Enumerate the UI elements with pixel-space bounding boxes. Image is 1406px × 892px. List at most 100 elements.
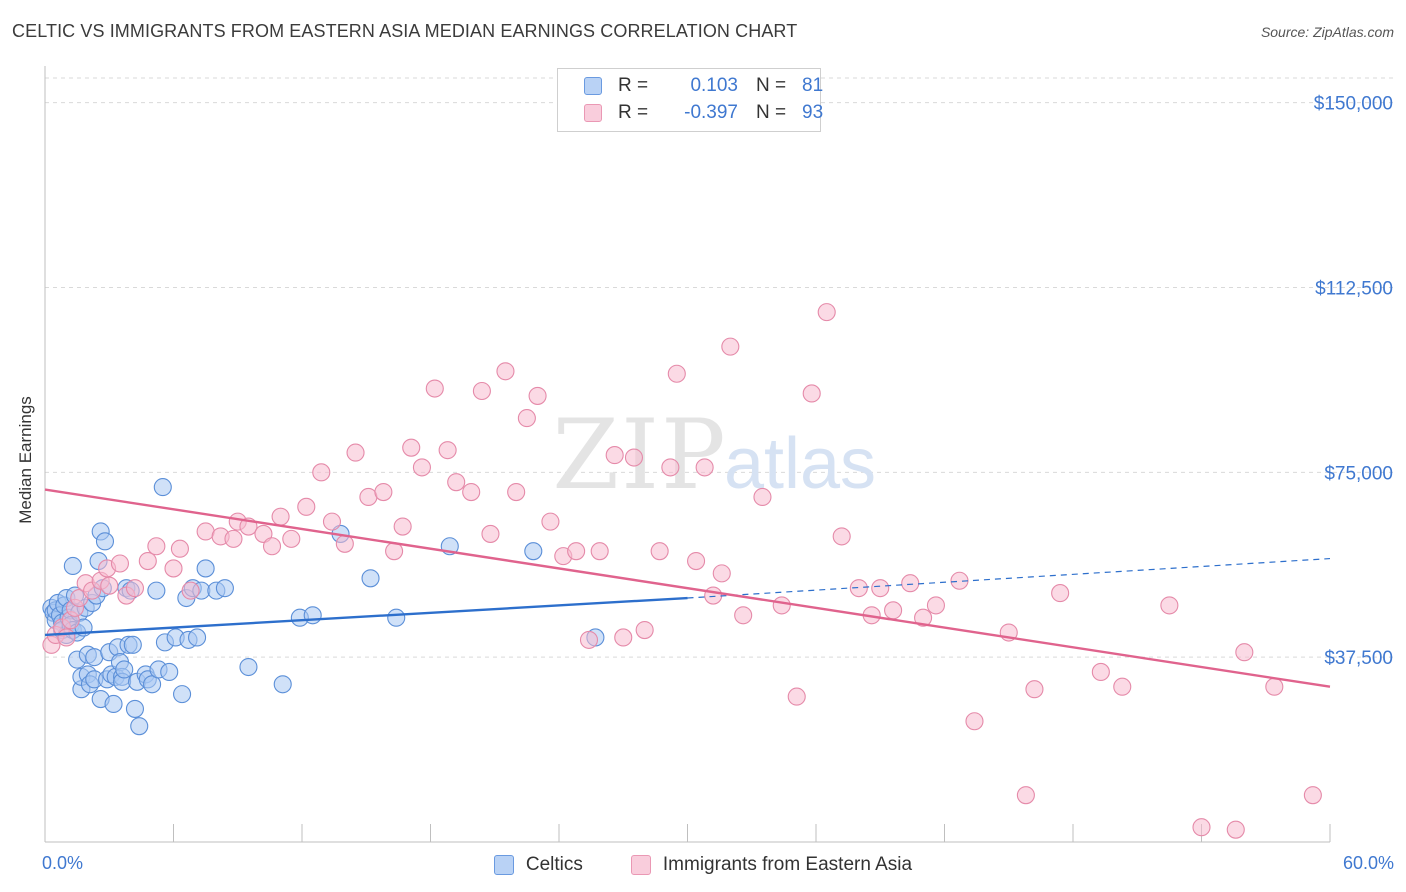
immigrants-point <box>901 574 920 593</box>
immigrants-point <box>393 517 412 536</box>
immigrants-point <box>1265 677 1284 696</box>
immigrants-point <box>734 606 753 625</box>
immigrants-point <box>322 512 342 531</box>
immigrants-point <box>753 487 772 507</box>
legend-swatch-pink <box>630 855 651 875</box>
immigrants-point <box>447 473 466 492</box>
immigrants-point <box>312 463 331 482</box>
x-axis-min-label: 0.0% <box>42 853 84 873</box>
immigrants-point <box>481 524 500 543</box>
immigrants-point <box>100 576 119 595</box>
celtics-point <box>147 581 166 600</box>
celtics-point <box>387 608 406 627</box>
immigrants-point <box>374 482 393 502</box>
immigrants-point <box>661 458 680 477</box>
immigrants-point <box>282 529 301 548</box>
immigrants-point <box>517 409 536 428</box>
immigrants-point <box>687 551 706 571</box>
immigrants-point <box>359 487 378 507</box>
legend-item-celtics[interactable]: Celtics <box>493 854 583 876</box>
immigrants-point <box>926 596 945 615</box>
immigrants-point <box>1025 680 1044 699</box>
immigrants-point <box>224 529 243 548</box>
immigrants-point <box>496 362 515 381</box>
celtics-point <box>115 660 134 679</box>
legend-n-value: 93 <box>802 102 824 123</box>
legend-n-label: N = <box>756 102 787 123</box>
immigrants-point <box>438 441 457 460</box>
source-note: Source: ZipAtlas.com <box>1260 24 1394 40</box>
immigrants-point <box>425 379 444 398</box>
legend-row-celtics: R = 0.103 N = 81 <box>584 74 823 98</box>
legend-n-label: N = <box>756 75 787 96</box>
legend-label-celtics: Celtics <box>525 854 583 875</box>
immigrants-point <box>147 537 166 556</box>
immigrants-point <box>346 443 365 462</box>
immigrants-point <box>817 303 836 322</box>
immigrants-point <box>1235 643 1254 662</box>
immigrants-point <box>704 586 723 605</box>
immigrants-point <box>1113 677 1132 696</box>
immigrants-point <box>1192 818 1211 837</box>
legend-swatch-blue <box>584 77 602 95</box>
celtics-point <box>123 635 142 654</box>
immigrants-point <box>110 554 130 573</box>
immigrants-point <box>1016 786 1035 805</box>
celtics-point <box>85 648 104 667</box>
celtics-trendline <box>44 596 688 637</box>
celtics-point <box>104 694 123 714</box>
immigrants-point <box>1226 820 1245 839</box>
immigrants-point <box>1051 584 1070 603</box>
immigrants-point <box>541 512 560 531</box>
legend-label-immigrants: Immigrants from Eastern Asia <box>662 854 913 875</box>
celtics-point <box>273 675 292 694</box>
series-legend: Celtics Immigrants from Eastern Asia <box>0 852 1406 878</box>
immigrants-point <box>472 381 491 401</box>
immigrants-point <box>1160 596 1179 615</box>
stats-legend: R = 0.103 N = 81 R = -0.397 N = 93 <box>557 68 824 132</box>
celtics-point <box>239 657 258 677</box>
immigrants-point <box>335 534 354 553</box>
immigrants-point <box>965 712 984 731</box>
immigrants-point <box>1303 786 1322 805</box>
watermark-atlas: atlas <box>724 424 876 504</box>
immigrants-point <box>624 448 644 467</box>
immigrants-trendline <box>44 488 1331 688</box>
immigrants-point <box>712 564 731 583</box>
immigrants-point <box>262 537 282 556</box>
legend-item-immigrants[interactable]: Immigrants from Eastern Asia <box>630 854 913 876</box>
immigrants-point <box>254 524 273 543</box>
celtics-point <box>130 717 149 736</box>
immigrants-point <box>614 628 633 647</box>
immigrants-point <box>884 601 903 620</box>
legend-r-value: 0.103 <box>690 75 738 96</box>
immigrants-point <box>802 384 821 403</box>
immigrants-point <box>125 579 144 598</box>
immigrants-point <box>528 386 547 405</box>
chart-title: CELTIC VS IMMIGRANTS FROM EASTERN ASIA M… <box>12 21 798 41</box>
legend-swatch-pink <box>584 104 602 122</box>
celtics-point <box>63 556 82 576</box>
immigrants-point <box>695 458 714 477</box>
immigrants-point <box>462 482 481 502</box>
y-tick-label: $150,000 <box>1314 94 1393 115</box>
legend-r-label: R = <box>618 75 649 96</box>
celtics-point <box>524 542 543 561</box>
legend-n-value: 81 <box>802 75 824 96</box>
celtics-point <box>196 559 215 578</box>
immigrants-point <box>605 446 624 465</box>
immigrants-point <box>181 581 200 600</box>
immigrants-point <box>832 527 851 546</box>
immigrants-point <box>650 542 669 561</box>
immigrants-point <box>950 571 969 590</box>
celtics-point <box>173 685 192 704</box>
immigrants-point <box>507 482 526 502</box>
celtics-point <box>303 606 322 625</box>
immigrants-point <box>590 542 609 561</box>
y-tick-label: $75,000 <box>1324 463 1393 484</box>
celtics-point <box>125 699 144 718</box>
immigrants-point <box>635 621 654 640</box>
x-axis-max-label: 60.0% <box>1342 853 1394 873</box>
legend-r-value: -0.397 <box>684 102 738 123</box>
